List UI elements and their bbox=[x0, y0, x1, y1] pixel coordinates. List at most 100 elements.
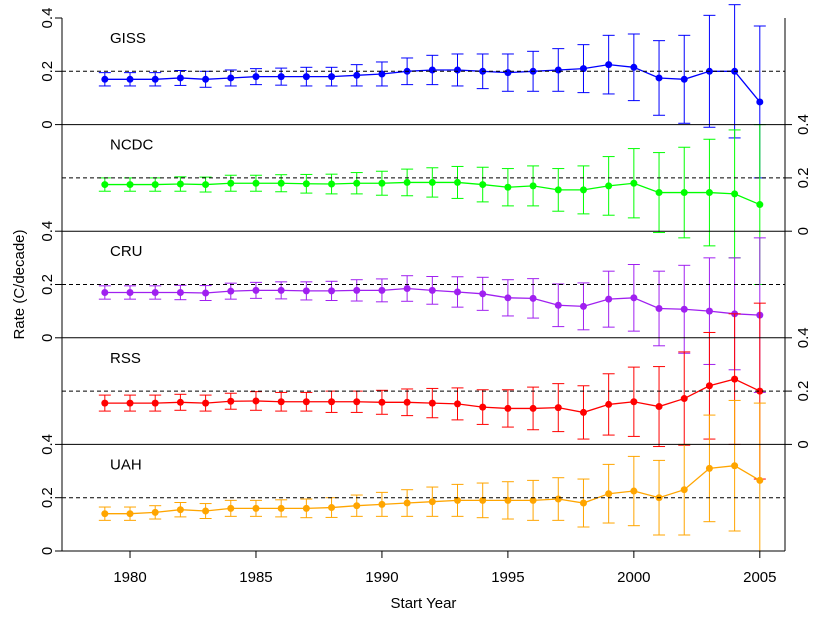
point bbox=[655, 304, 663, 312]
point bbox=[151, 75, 159, 83]
point bbox=[403, 178, 411, 186]
point bbox=[605, 61, 613, 69]
point bbox=[554, 186, 562, 194]
x-axis-label: Start Year bbox=[391, 595, 457, 612]
y-tick-label: 0.4 bbox=[39, 8, 56, 29]
point bbox=[756, 387, 764, 395]
point bbox=[126, 288, 134, 296]
panel-label: UAH bbox=[110, 456, 142, 473]
x-tick-label: 2000 bbox=[617, 569, 650, 586]
point bbox=[176, 506, 184, 514]
point bbox=[504, 404, 512, 412]
point bbox=[529, 404, 537, 412]
point bbox=[176, 74, 184, 82]
point bbox=[479, 496, 487, 504]
point bbox=[454, 496, 462, 504]
y-tick-label: 0.4 bbox=[39, 434, 56, 455]
point bbox=[126, 399, 134, 407]
point bbox=[554, 495, 562, 503]
point bbox=[756, 98, 764, 106]
point bbox=[454, 178, 462, 186]
point bbox=[378, 286, 386, 294]
point bbox=[655, 403, 663, 411]
point bbox=[554, 66, 562, 74]
point bbox=[479, 181, 487, 189]
point bbox=[529, 294, 537, 302]
point bbox=[680, 305, 688, 313]
y-tick-label: 0 bbox=[39, 120, 56, 128]
x-tick-label: 1990 bbox=[365, 569, 398, 586]
point bbox=[428, 286, 436, 294]
y-tick-label: 0 bbox=[39, 547, 56, 555]
point bbox=[227, 504, 235, 512]
plot-area bbox=[98, 4, 766, 551]
point bbox=[454, 288, 462, 296]
panel-label: RSS bbox=[110, 350, 141, 367]
point bbox=[479, 290, 487, 298]
point bbox=[328, 180, 336, 188]
point bbox=[252, 397, 260, 405]
point bbox=[731, 375, 739, 383]
point bbox=[554, 301, 562, 309]
x-tick-label: 1985 bbox=[239, 569, 272, 586]
point bbox=[328, 73, 336, 81]
panel-label: CRU bbox=[110, 243, 143, 260]
point bbox=[252, 179, 260, 187]
point bbox=[403, 284, 411, 292]
panel-label: NCDC bbox=[110, 137, 153, 154]
panel-label: GISS bbox=[110, 30, 146, 47]
point bbox=[454, 400, 462, 408]
point bbox=[428, 498, 436, 506]
point bbox=[328, 287, 336, 295]
point bbox=[151, 508, 159, 516]
point bbox=[378, 398, 386, 406]
point bbox=[277, 286, 285, 294]
point bbox=[756, 476, 764, 484]
point bbox=[403, 499, 411, 507]
point bbox=[202, 181, 210, 189]
point bbox=[151, 288, 159, 296]
point bbox=[328, 504, 336, 512]
point bbox=[428, 66, 436, 74]
point bbox=[579, 499, 587, 507]
point bbox=[252, 504, 260, 512]
y-tick-label: 0 bbox=[39, 334, 56, 342]
point bbox=[680, 75, 688, 83]
point bbox=[378, 179, 386, 187]
point bbox=[731, 190, 739, 198]
point bbox=[126, 181, 134, 189]
point bbox=[126, 510, 134, 518]
point bbox=[277, 398, 285, 406]
point bbox=[328, 398, 336, 406]
point bbox=[705, 382, 713, 390]
point bbox=[605, 400, 613, 408]
y-tick-label: 0.2 bbox=[39, 61, 56, 82]
point bbox=[680, 395, 688, 403]
point bbox=[252, 73, 260, 81]
x-tick-label: 1980 bbox=[113, 569, 146, 586]
y-tick-label: 0.2 bbox=[39, 487, 56, 508]
point bbox=[277, 504, 285, 512]
point bbox=[630, 63, 638, 71]
point bbox=[504, 294, 512, 302]
y-tick-label: 0 bbox=[795, 227, 812, 235]
x-tick-label: 1995 bbox=[491, 569, 524, 586]
point bbox=[579, 302, 587, 310]
y-tick-label: 0.2 bbox=[795, 381, 812, 402]
point bbox=[504, 69, 512, 77]
point bbox=[302, 398, 310, 406]
point bbox=[227, 397, 235, 405]
y-axis-label: Rate (C/decade) bbox=[11, 229, 28, 339]
point bbox=[277, 73, 285, 81]
point bbox=[504, 496, 512, 504]
point bbox=[353, 398, 361, 406]
point bbox=[378, 70, 386, 78]
point bbox=[655, 74, 663, 82]
point bbox=[630, 398, 638, 406]
point bbox=[126, 75, 134, 83]
point bbox=[680, 486, 688, 494]
point bbox=[227, 287, 235, 295]
point bbox=[202, 399, 210, 407]
y-tick-label: 0.4 bbox=[795, 327, 812, 348]
point bbox=[353, 71, 361, 79]
